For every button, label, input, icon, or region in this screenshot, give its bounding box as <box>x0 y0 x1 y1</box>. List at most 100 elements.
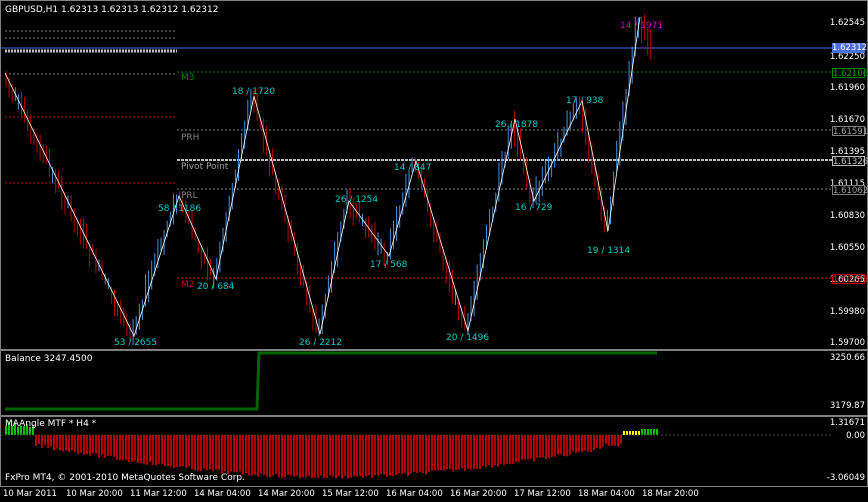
level-label-m2: M2 <box>181 280 195 290</box>
indicator-bar <box>269 435 271 478</box>
indicator-bar <box>110 435 112 456</box>
indicator-bar <box>452 435 454 472</box>
indicator-bar <box>653 429 655 435</box>
indicator-bar <box>353 435 355 477</box>
indicator-bar <box>92 435 94 453</box>
indicator-bar <box>194 435 196 471</box>
indicator-bar <box>470 435 472 470</box>
indicator-bar <box>569 435 571 455</box>
indicator-bar <box>245 435 247 473</box>
indicator-bar <box>524 435 526 460</box>
indicator-pane[interactable]: MAAngle MTF * H4 * FxPro MT4, © 2001-201… <box>0 416 868 487</box>
indicator-bar <box>560 435 562 455</box>
indicator-bar <box>158 435 160 464</box>
balance-pane[interactable]: Balance 3247.4500 3250.66 3179.87 <box>0 350 868 416</box>
indicator-bar <box>428 435 430 472</box>
time-tick: 15 Mar 12:00 <box>322 489 379 499</box>
level-tag-prh: 1.61591 <box>832 126 868 137</box>
indicator-bar <box>488 435 490 465</box>
indicator-bar <box>62 435 64 452</box>
indicator-bar <box>56 435 58 449</box>
indicator-bar <box>581 435 583 453</box>
swing-label: 26 / 2212 <box>299 338 343 348</box>
indicator-bar <box>620 435 622 444</box>
indicator-bar <box>467 435 469 469</box>
indicator-bar <box>200 435 202 472</box>
indicator-bar <box>101 435 103 456</box>
indicator-bar <box>338 435 340 476</box>
time-tick: 18 Mar 04:00 <box>578 489 635 499</box>
indicator-bar <box>224 435 226 472</box>
zigzag-line <box>4 16 641 338</box>
indicator-bar <box>323 435 325 479</box>
price-chart-canvas[interactable] <box>1 1 833 349</box>
swing-label: 26 / 1254 <box>335 195 379 205</box>
indicator-bar <box>419 435 421 472</box>
indicator-bar <box>287 435 289 475</box>
indicator-bar <box>638 431 640 435</box>
indicator-bar <box>587 435 589 452</box>
indicator-bar <box>377 435 379 476</box>
swing-label: 58 / 1186 <box>158 204 202 214</box>
indicator-bar <box>416 435 418 473</box>
indicator-bar <box>485 435 487 468</box>
indicator-bar <box>95 435 97 454</box>
indicator-bar <box>227 435 229 475</box>
indicator-canvas <box>1 421 833 479</box>
indicator-bar <box>326 435 328 479</box>
main-chart-pane[interactable]: GBPUSD,H1 1.62313 1.62313 1.62312 1.6231… <box>0 0 868 350</box>
indicator-bar <box>83 435 85 456</box>
indicator-bar <box>551 435 553 457</box>
price-scale[interactable]: 1.62545 1.62250 1.61960 1.61670 1.61395 … <box>829 1 867 349</box>
indicator-bar <box>431 435 433 471</box>
balance-scale: 3250.66 3179.87 <box>830 351 867 415</box>
indicator-bar <box>116 435 118 460</box>
indicator-bar <box>263 435 265 475</box>
indicator-bar <box>41 435 43 448</box>
indicator-bar <box>479 435 481 470</box>
indicator-bar <box>425 435 427 475</box>
time-axis[interactable]: 10 Mar 2011 10 Mar 20:00 11 Mar 12:00 14… <box>0 487 868 502</box>
indicator-bar <box>413 435 415 472</box>
indicator-scale: 1.31671 0.00 -3.06049 <box>827 417 867 486</box>
indicator-bar <box>608 435 610 446</box>
balance-line <box>5 351 657 411</box>
indicator-bar <box>5 425 7 435</box>
indicator-bar <box>368 435 370 475</box>
indicator-bar <box>44 435 46 446</box>
indicator-bar <box>497 435 499 467</box>
indicator-bar <box>278 435 280 478</box>
copyright-text: FxPro MT4, © 2001-2010 MetaQuotes Softwa… <box>5 473 245 483</box>
indicator-bar <box>104 435 106 458</box>
swing-label: 20 / 1496 <box>446 333 490 343</box>
indicator-bar <box>395 435 397 476</box>
indicator-bar <box>509 435 511 465</box>
indicator-bar <box>266 435 268 477</box>
level-tag-pivot: 1.61326 <box>832 156 868 167</box>
indicator-bar <box>542 435 544 458</box>
indicator-bar <box>602 435 604 447</box>
indicator-bar <box>284 435 286 478</box>
indicator-bar <box>179 435 181 467</box>
swing-label: 16 / 729 <box>515 203 553 213</box>
indicator-bar <box>260 435 262 474</box>
indicator-bar <box>335 435 337 479</box>
indicator-bar <box>212 435 214 472</box>
indicator-bar <box>536 435 538 458</box>
indicator-bar <box>134 435 136 461</box>
indicator-bar <box>437 435 439 471</box>
indicator-bar <box>584 435 586 451</box>
level-label-pivot: Pivot Point <box>181 162 229 172</box>
indicator-bar <box>233 435 235 473</box>
indicator-bar <box>500 435 502 464</box>
indicator-bar <box>422 435 424 474</box>
indicator-bar <box>635 431 637 435</box>
indicator-bar <box>539 435 541 458</box>
indicator-bar <box>164 435 166 466</box>
indicator-bar <box>152 435 154 465</box>
indicator-bar <box>281 435 283 478</box>
indicator-bar <box>236 435 238 473</box>
level-tag-prl: 1.61062 <box>832 185 868 196</box>
indicator-bar <box>482 435 484 466</box>
price-tick: 1.59700 <box>829 338 865 348</box>
